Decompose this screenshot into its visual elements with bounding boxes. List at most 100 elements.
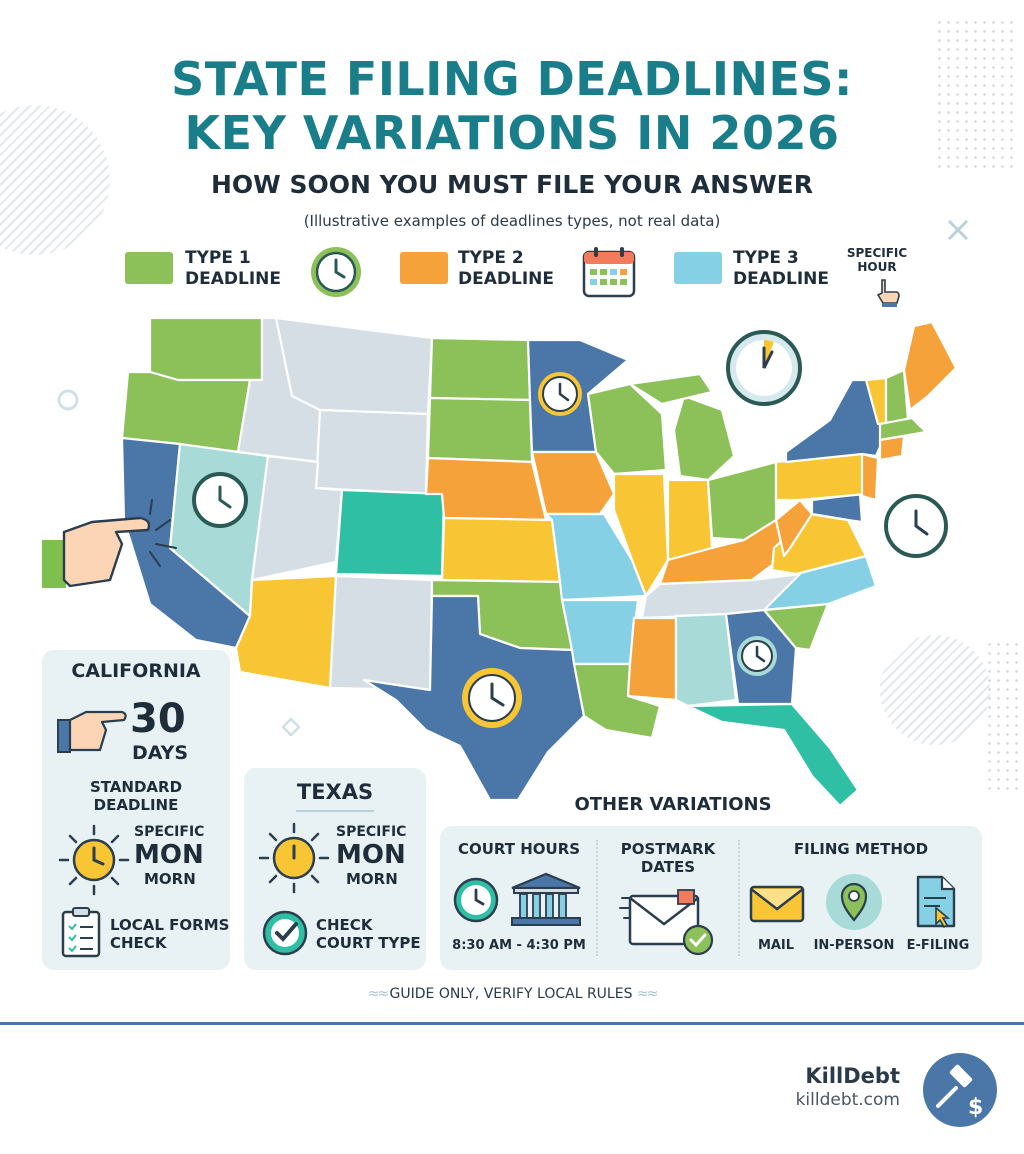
sun-clock-icon	[258, 822, 330, 894]
guide-note-text: GUIDE ONLY, VERIFY LOCAL RULES	[389, 986, 633, 1002]
texas-title: TEXAS	[296, 780, 374, 804]
court-hours-value: 8:30 AM - 4:30 PM	[452, 938, 586, 953]
brand-site[interactable]: killdebt.com	[795, 1090, 900, 1110]
court-hours-label: COURT HOURS	[457, 840, 581, 858]
legend-specific-hour: SPECIFIC HOUR	[838, 246, 916, 274]
document-efile-icon	[916, 875, 956, 929]
texas-specific-label: SPECIFIC	[336, 824, 407, 840]
state-alabama	[674, 612, 738, 708]
california-days-unit: DAYS	[132, 742, 189, 764]
legend-swatch-type3	[674, 252, 722, 284]
clipboard-checklist-icon	[61, 907, 101, 958]
california-card: CALIFORNIA 30 DAYS STANDARD DEADLINE SPE…	[42, 650, 230, 970]
pointing-hand-icon-california	[42, 499, 177, 588]
state-north-dakota	[428, 336, 532, 402]
filing-efiling-label: E-FILING	[906, 938, 970, 953]
legend-label-type2: TYPE 2 DEADLINE	[458, 248, 554, 290]
legend-swatch-type1	[125, 252, 173, 284]
postmark-label-line1: POSTMARK	[620, 840, 716, 858]
state-florida	[686, 702, 860, 808]
us-map	[42, 316, 958, 808]
state-new-mexico	[328, 574, 434, 692]
decorative-stripes-right	[880, 635, 990, 745]
legend-type3-line2: DEADLINE	[733, 269, 829, 289]
page-title-line-2: KEY VARIATIONS IN 2026	[184, 106, 840, 160]
state-maine	[902, 320, 958, 412]
subtitle: HOW SOON YOU MUST FILE YOUR ANSWER	[211, 170, 813, 199]
legend-type2-line1: TYPE 2	[458, 248, 524, 268]
filing-in-person-label: IN-PERSON	[813, 938, 895, 953]
legend-type2-line2: DEADLINE	[458, 269, 554, 289]
texas-title-underline	[296, 810, 374, 812]
killdebt-logo: $	[923, 1053, 997, 1127]
california-standard-line1: STANDARD	[89, 778, 183, 796]
california-forms-line1: LOCAL FORMS	[110, 916, 230, 934]
pointing-hand-icon	[876, 279, 900, 307]
decorative-dots-right	[985, 640, 1023, 790]
envelope-postmark-icon	[619, 889, 714, 956]
california-title: CALIFORNIA	[71, 660, 201, 682]
clock-icon	[453, 877, 499, 923]
location-pin-icon	[826, 874, 882, 930]
state-montana	[274, 316, 434, 416]
legend-swatch-type2	[400, 252, 448, 284]
courthouse-icon	[511, 872, 581, 926]
legend-label-type3: TYPE 3 DEADLINE	[733, 248, 829, 290]
california-forms-line2: CHECK	[110, 934, 167, 952]
mail-envelope-icon	[749, 885, 805, 923]
state-kansas	[440, 516, 562, 584]
california-days-number: 30	[130, 696, 186, 742]
check-circle-icon	[262, 910, 308, 956]
legend-type1-line2: DEADLINE	[185, 269, 281, 289]
legend: TYPE 1 DEADLINE TYPE 2 DEADLINE TYPE 3 D…	[0, 240, 1024, 310]
clock-icon-northeast	[726, 330, 802, 406]
state-indiana	[666, 478, 714, 562]
legend-hour-label: HOUR	[857, 260, 897, 274]
state-colorado	[334, 488, 446, 578]
sun-clock-icon	[58, 824, 130, 896]
disclaimer-note: (Illustrative examples of deadlines type…	[303, 212, 721, 230]
other-variations-heading: OTHER VARIATIONS	[574, 794, 772, 815]
state-nebraska	[424, 456, 548, 522]
clock-icon-georgia	[737, 636, 777, 676]
state-michigan-upper	[628, 372, 714, 406]
state-iowa	[530, 450, 616, 516]
texas-day: MON	[336, 840, 406, 870]
divider-2	[738, 840, 740, 956]
filing-method-label: FILING METHOD	[793, 840, 929, 858]
clock-icon-nevada	[192, 472, 248, 528]
decorative-dots-top	[935, 18, 1015, 168]
texas-card: TEXAS SPECIFIC MON MORN CHECK COURT TYPE	[244, 768, 426, 970]
filing-mail-label: MAIL	[757, 938, 795, 953]
state-west-virginia	[774, 498, 814, 558]
state-washington	[148, 316, 264, 382]
state-connecticut	[878, 434, 906, 462]
california-standard-line2: DEADLINE	[93, 796, 179, 814]
state-south-dakota	[426, 396, 534, 464]
wave-right-icon: ≈≈	[636, 986, 659, 1002]
clock-icon	[311, 247, 361, 297]
calendar-icon	[582, 247, 636, 298]
decorative-ring	[57, 389, 79, 411]
state-wyoming	[314, 408, 430, 496]
texas-check-line2: COURT TYPE	[316, 934, 421, 952]
postmark-label-line2: DATES	[640, 858, 696, 876]
wave-left-icon: ≈≈	[367, 986, 390, 1002]
clock-icon-eastcoast	[884, 494, 948, 558]
page-title-line-1: STATE FILING DEADLINES:	[171, 52, 853, 106]
legend-type1-line1: TYPE 1	[185, 248, 251, 268]
other-variations-card: COURT HOURS 8:30 AM - 4:30 PM POSTMARK D…	[440, 826, 982, 970]
legend-specific-label: SPECIFIC	[846, 246, 908, 260]
state-mississippi	[626, 616, 678, 702]
decorative-diamond	[282, 718, 300, 736]
state-arizona	[234, 574, 338, 690]
pointing-hand-icon	[57, 710, 127, 753]
legend-label-type1: TYPE 1 DEADLINE	[185, 248, 281, 290]
texas-check-line1: CHECK	[316, 916, 373, 934]
brand-name: KillDebt	[805, 1064, 900, 1088]
california-specific-label: SPECIFIC	[134, 824, 205, 840]
state-michigan	[672, 394, 736, 482]
decorative-cross	[947, 219, 969, 241]
clock-icon-minnesota	[538, 372, 582, 416]
california-day: MON	[134, 840, 204, 870]
